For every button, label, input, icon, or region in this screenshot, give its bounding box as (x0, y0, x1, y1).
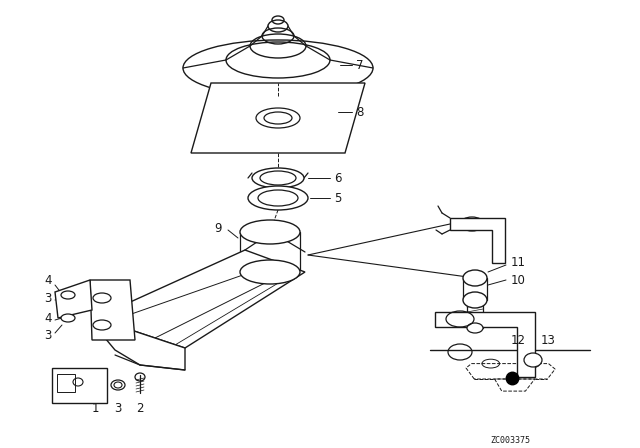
Ellipse shape (93, 293, 111, 303)
Text: 8: 8 (356, 105, 364, 119)
Polygon shape (191, 83, 365, 153)
Text: 4: 4 (44, 273, 52, 287)
Polygon shape (450, 218, 505, 263)
Text: 7: 7 (356, 59, 364, 72)
Text: 4: 4 (44, 311, 52, 324)
Ellipse shape (61, 291, 75, 299)
Text: 1: 1 (92, 401, 99, 414)
Text: 5: 5 (334, 191, 342, 204)
Polygon shape (435, 312, 535, 377)
Polygon shape (55, 280, 92, 318)
Bar (52, 368, 107, 403)
Ellipse shape (463, 270, 487, 286)
Ellipse shape (463, 292, 487, 308)
Bar (57, 374, 75, 392)
Ellipse shape (111, 380, 125, 390)
Ellipse shape (248, 186, 308, 210)
Ellipse shape (524, 353, 542, 367)
Text: 11: 11 (511, 255, 525, 268)
Ellipse shape (252, 168, 304, 188)
Ellipse shape (240, 260, 300, 284)
Ellipse shape (240, 220, 300, 244)
Text: 3: 3 (44, 328, 52, 341)
Text: 9: 9 (214, 221, 221, 234)
Ellipse shape (93, 320, 111, 330)
Polygon shape (90, 280, 135, 340)
Text: ZC003375: ZC003375 (490, 435, 530, 444)
Ellipse shape (467, 323, 483, 333)
Ellipse shape (61, 314, 75, 322)
Text: 12: 12 (511, 333, 525, 346)
Text: 3: 3 (115, 401, 122, 414)
Text: 10: 10 (511, 273, 525, 287)
Polygon shape (95, 250, 305, 348)
Text: 3: 3 (44, 292, 52, 305)
Text: 2: 2 (136, 401, 144, 414)
Text: 13: 13 (541, 333, 556, 346)
Text: 6: 6 (334, 172, 342, 185)
Polygon shape (95, 318, 185, 370)
